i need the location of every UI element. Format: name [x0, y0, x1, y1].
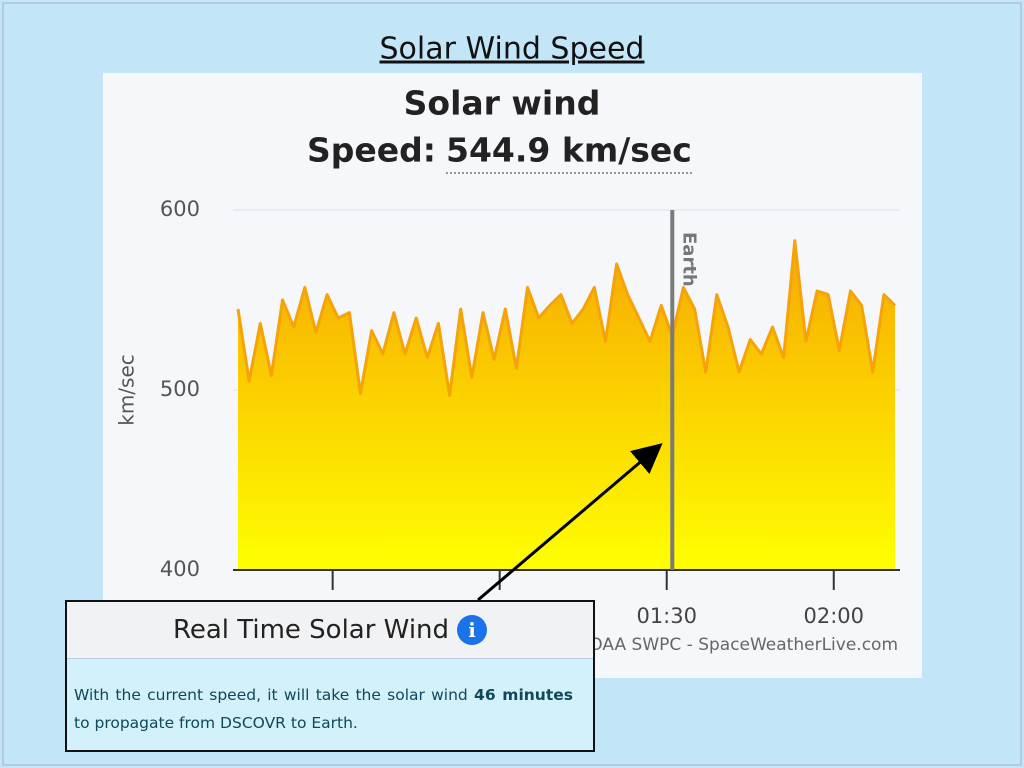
subtitle-value: 544.9 km/sec	[446, 131, 692, 170]
y-tick-label: 500	[160, 377, 200, 401]
y-tick-label: 600	[160, 197, 200, 221]
panel-text: With the current speed, it will take the…	[74, 686, 468, 704]
panel-minutes: 46 minutes	[474, 686, 573, 704]
credit: NOAA SWPC - SpaceWeatherLive.com	[577, 635, 898, 655]
panel-title: Real Time Solar Wind	[172, 615, 450, 645]
x-tick-label: 02:00	[803, 604, 864, 628]
panel-body: With the current speed, it will take the…	[67, 659, 593, 737]
x-tick-label: 01:30	[636, 604, 697, 628]
subtitle-label: Speed:	[307, 131, 436, 170]
earth-label: Earth	[678, 232, 699, 287]
pointer-arrow	[477, 443, 663, 602]
info-panel: Real Time Solar Wind i With the current s…	[65, 600, 595, 752]
y-axis-label: km/sec	[115, 354, 139, 426]
panel-text: to propagate from DSCOVR to Earth.	[74, 714, 358, 732]
slide-title: Solar Wind Speed	[380, 32, 645, 67]
info-icon[interactable]: i	[457, 615, 488, 645]
chart-title: Solar wind	[404, 84, 601, 123]
y-tick-label: 400	[160, 557, 200, 581]
area-fill	[238, 240, 895, 570]
panel-header: Real Time Solar Wind i	[67, 602, 593, 659]
area-line	[236, 239, 897, 397]
